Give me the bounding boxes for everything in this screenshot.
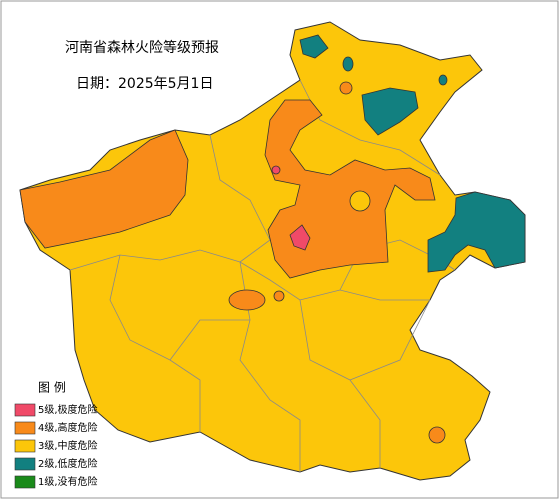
risk-4-spot <box>428 426 446 444</box>
legend-swatch <box>14 421 36 435</box>
legend-label: 2级,低度危险 <box>38 457 98 470</box>
map-title: 河南省森林火险等级预报 <box>65 39 219 56</box>
risk-2-area <box>299 34 329 59</box>
risk-3-spot <box>349 190 371 212</box>
risk-5-spot <box>289 224 311 251</box>
legend-swatch <box>14 439 36 453</box>
legend-swatch <box>14 403 36 417</box>
legend-label: 1级,没有危险 <box>38 475 98 488</box>
map <box>19 21 526 481</box>
risk-4-spot <box>339 81 353 95</box>
legend-label: 3级,中度危险 <box>38 439 98 452</box>
risk-5-spot <box>271 165 281 175</box>
legend-swatch <box>14 457 36 471</box>
legend-label: 4级,高度危险 <box>38 421 98 434</box>
legend: 5级,极度危险 4级,高度危险 3级,中度危险 2级,低度危险 1级,没有危险 <box>14 403 98 489</box>
risk-2-area <box>361 87 419 136</box>
risk-4-spot <box>228 289 266 311</box>
legend-label: 5级,极度危险 <box>38 403 98 416</box>
risk-2-spot <box>438 74 448 86</box>
risk-2-spot <box>342 56 354 72</box>
risk-4-area <box>19 129 189 249</box>
legend-title: 图 例 <box>38 381 66 395</box>
risk-4-spot <box>273 290 285 302</box>
risk-2-area <box>427 191 526 273</box>
legend-swatch <box>14 475 36 489</box>
map-date: 日期：2025年5月1日 <box>76 76 213 92</box>
